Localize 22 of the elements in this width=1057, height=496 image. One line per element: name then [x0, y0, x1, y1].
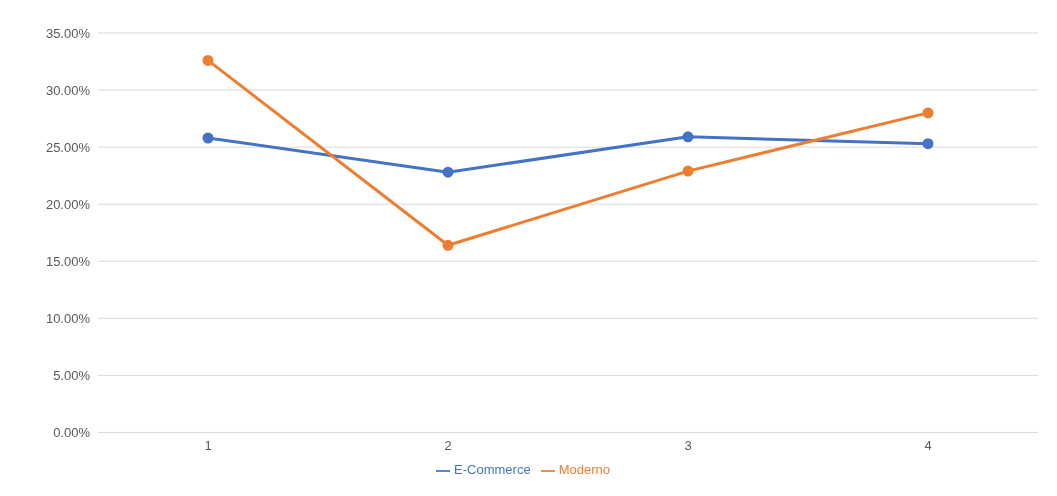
y-tick-label: 30.00% — [45, 82, 91, 98]
y-tick-label: 35.00% — [45, 25, 91, 41]
y-tick-label: 0.00% — [53, 425, 91, 441]
y-tick-label: 15.00% — [45, 253, 91, 269]
point — [682, 131, 694, 143]
point — [442, 239, 454, 251]
legend-label: E-Commerce — [454, 462, 531, 478]
x-tick-label: 1 — [204, 437, 212, 453]
legend-label: Moderno — [558, 462, 610, 478]
y-tick-label: 20.00% — [45, 196, 91, 212]
y-tick-label: 10.00% — [45, 310, 91, 326]
x-tick-label: 4 — [924, 437, 932, 453]
point — [922, 107, 934, 119]
y-tick-label: 25.00% — [45, 139, 91, 155]
x-tick-label: 3 — [684, 437, 692, 453]
y-tick-label: 5.00% — [53, 367, 91, 383]
x-tick-label: 2 — [444, 437, 452, 453]
point — [442, 166, 454, 178]
point — [682, 165, 694, 177]
point — [922, 138, 934, 150]
point — [202, 132, 214, 144]
point — [202, 54, 214, 66]
